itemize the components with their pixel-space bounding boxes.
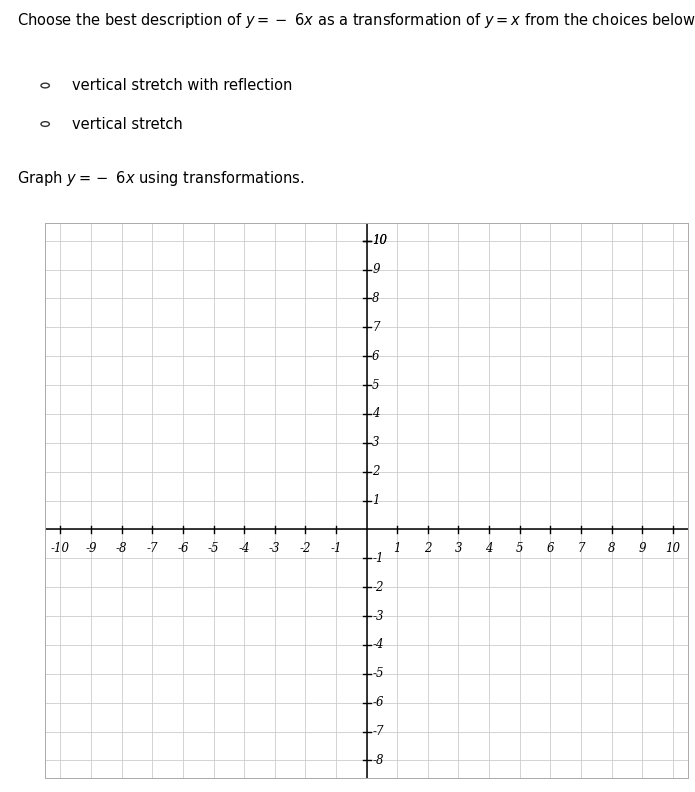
Text: vertical stretch with reflection: vertical stretch with reflection <box>72 78 292 93</box>
Text: 3: 3 <box>455 542 462 554</box>
Text: -8: -8 <box>116 542 127 554</box>
Text: 10: 10 <box>372 234 387 247</box>
Text: -3: -3 <box>372 610 384 623</box>
Text: -4: -4 <box>372 638 384 651</box>
Text: -5: -5 <box>372 668 384 680</box>
Text: -4: -4 <box>238 542 250 554</box>
Text: 10: 10 <box>665 542 680 554</box>
Text: 5: 5 <box>516 542 523 554</box>
Text: -3: -3 <box>269 542 281 554</box>
Text: -2: -2 <box>372 581 384 594</box>
Text: 4: 4 <box>485 542 493 554</box>
Text: -8: -8 <box>372 754 384 767</box>
Text: -10: -10 <box>51 542 70 554</box>
Text: -7: -7 <box>147 542 158 554</box>
Text: -7: -7 <box>372 725 384 738</box>
Text: 9: 9 <box>372 263 379 276</box>
Text: 5: 5 <box>372 379 379 391</box>
Text: 6: 6 <box>372 350 379 363</box>
Text: 8: 8 <box>372 292 379 305</box>
Text: 7: 7 <box>372 321 379 333</box>
Text: Graph $y = -\ 6x$ using transformations.: Graph $y = -\ 6x$ using transformations. <box>17 169 304 188</box>
Text: 3: 3 <box>372 436 379 449</box>
Text: 7: 7 <box>577 542 584 554</box>
Text: 1: 1 <box>393 542 401 554</box>
Text: -1: -1 <box>330 542 342 554</box>
Text: -6: -6 <box>372 696 384 709</box>
Text: Choose the best description of $y = -\ 6x$ as a transformation of $y = x$ from t: Choose the best description of $y = -\ 6… <box>17 10 695 29</box>
Text: -9: -9 <box>85 542 97 554</box>
Text: 2: 2 <box>424 542 432 554</box>
Text: 1: 1 <box>372 494 379 507</box>
Text: -2: -2 <box>300 542 311 554</box>
Text: 4: 4 <box>372 407 379 421</box>
Text: 6: 6 <box>546 542 554 554</box>
Text: vertical stretch: vertical stretch <box>72 116 182 131</box>
Text: -6: -6 <box>177 542 188 554</box>
Text: -5: -5 <box>208 542 220 554</box>
Text: -1: -1 <box>372 552 384 565</box>
Text: 10: 10 <box>372 234 387 247</box>
Text: 9: 9 <box>639 542 646 554</box>
Text: 2: 2 <box>372 465 379 478</box>
Text: 8: 8 <box>607 542 615 554</box>
